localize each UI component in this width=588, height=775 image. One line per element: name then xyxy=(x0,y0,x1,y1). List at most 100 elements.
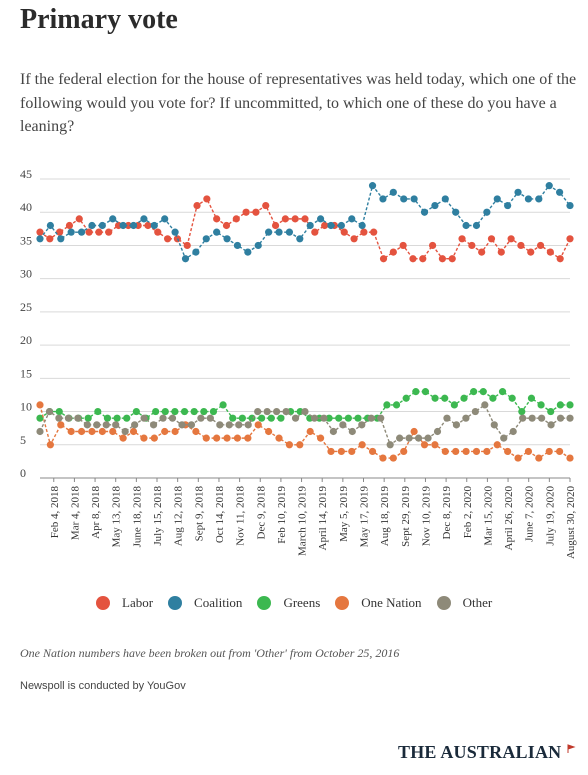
point-labor xyxy=(124,221,132,230)
point-coalition xyxy=(88,221,96,230)
y-tick-label: 30 xyxy=(20,267,32,281)
point-other xyxy=(348,427,356,436)
point-labor xyxy=(527,248,535,256)
point-one-nation xyxy=(441,447,449,456)
point-labor xyxy=(399,241,407,250)
point-greens xyxy=(412,388,420,396)
point-other xyxy=(140,414,148,422)
series-line-coalition xyxy=(39,184,571,260)
point-one-nation xyxy=(98,427,106,436)
point-one-nation xyxy=(119,434,127,442)
point-coalition xyxy=(223,235,231,243)
point-labor xyxy=(536,241,545,250)
legend-item-coalition: Coalition xyxy=(168,595,242,611)
point-labor xyxy=(360,228,368,236)
y-tick-label: 45 xyxy=(20,167,32,181)
point-other xyxy=(149,421,158,429)
point-one-nation xyxy=(566,454,574,462)
point-coalition xyxy=(431,201,439,210)
point-greens xyxy=(113,414,121,422)
x-tick-label: Dec 8, 2019 xyxy=(441,486,453,540)
point-greens xyxy=(547,407,555,416)
point-one-nation xyxy=(150,434,158,442)
brand-logo[interactable]: THE AUSTRALIAN xyxy=(398,742,562,762)
point-coalition xyxy=(254,241,262,250)
source-note: Newspoll is conducted by YouGov xyxy=(20,680,186,692)
x-tick-label: Sept 29, 2019 xyxy=(400,486,412,547)
point-one-nation xyxy=(77,427,86,436)
point-greens xyxy=(171,407,179,416)
point-other xyxy=(178,421,186,429)
point-greens xyxy=(219,401,227,409)
point-coalition xyxy=(98,221,106,230)
legend-dot xyxy=(96,596,110,610)
point-greens xyxy=(344,414,352,422)
chart-legend: Labor Coalition Greens One Nation Other xyxy=(96,595,507,611)
point-one-nation xyxy=(462,447,470,456)
point-one-nation xyxy=(306,427,314,436)
point-coalition xyxy=(556,188,564,196)
point-coalition xyxy=(265,228,273,236)
point-coalition xyxy=(161,215,169,223)
point-coalition xyxy=(150,221,158,230)
point-labor xyxy=(419,255,427,263)
point-coalition xyxy=(46,221,54,230)
point-labor xyxy=(85,228,93,236)
point-labor xyxy=(242,208,250,216)
y-tick-label: 0 xyxy=(20,466,26,480)
point-labor xyxy=(163,235,172,243)
point-labor xyxy=(65,221,74,230)
point-one-nation xyxy=(358,441,366,449)
point-other xyxy=(329,427,337,436)
point-other xyxy=(254,407,262,416)
x-tick-label: Aug 18, 2019 xyxy=(379,486,391,547)
point-coalition xyxy=(77,228,86,236)
point-greens xyxy=(123,414,131,422)
point-labor xyxy=(105,228,113,236)
point-coalition xyxy=(337,221,345,230)
point-one-nation xyxy=(535,454,543,462)
point-greens xyxy=(277,414,285,422)
point-coalition xyxy=(213,228,221,236)
point-other xyxy=(509,427,517,436)
legend-item-other: Other xyxy=(436,595,493,611)
point-coalition xyxy=(462,221,470,230)
point-one-nation xyxy=(171,427,179,436)
flag-icon xyxy=(567,744,576,753)
point-coalition xyxy=(192,248,200,256)
point-other xyxy=(282,407,290,416)
point-coalition xyxy=(483,208,491,216)
point-coalition xyxy=(389,188,397,196)
point-greens xyxy=(161,407,169,416)
point-other xyxy=(301,407,309,416)
point-coalition xyxy=(67,228,75,236)
point-greens xyxy=(94,407,102,416)
point-other xyxy=(83,421,91,429)
point-coalition xyxy=(244,248,252,256)
x-tick-label: August 30, 2020 xyxy=(565,486,577,560)
point-greens xyxy=(441,394,449,402)
x-tick-label: Nov 10, 2019 xyxy=(420,486,432,547)
point-labor xyxy=(301,215,309,223)
point-labor xyxy=(193,201,201,210)
point-other xyxy=(225,421,233,429)
point-labor xyxy=(409,255,417,263)
point-labor xyxy=(154,228,162,236)
legend-label: Other xyxy=(462,595,493,610)
point-greens xyxy=(498,388,507,396)
point-greens xyxy=(200,407,208,416)
point-one-nation xyxy=(265,427,273,436)
point-greens xyxy=(383,401,391,409)
point-coalition xyxy=(368,182,377,190)
y-tick-label: 40 xyxy=(20,200,32,214)
legend-label: One Nation xyxy=(361,595,422,610)
point-greens xyxy=(229,414,237,422)
point-greens xyxy=(180,407,189,416)
point-one-nation xyxy=(379,454,387,462)
point-greens xyxy=(527,394,536,402)
point-other xyxy=(462,414,470,422)
point-labor xyxy=(75,215,83,223)
point-greens xyxy=(489,394,497,402)
point-other xyxy=(320,414,328,422)
point-coalition xyxy=(119,221,127,230)
